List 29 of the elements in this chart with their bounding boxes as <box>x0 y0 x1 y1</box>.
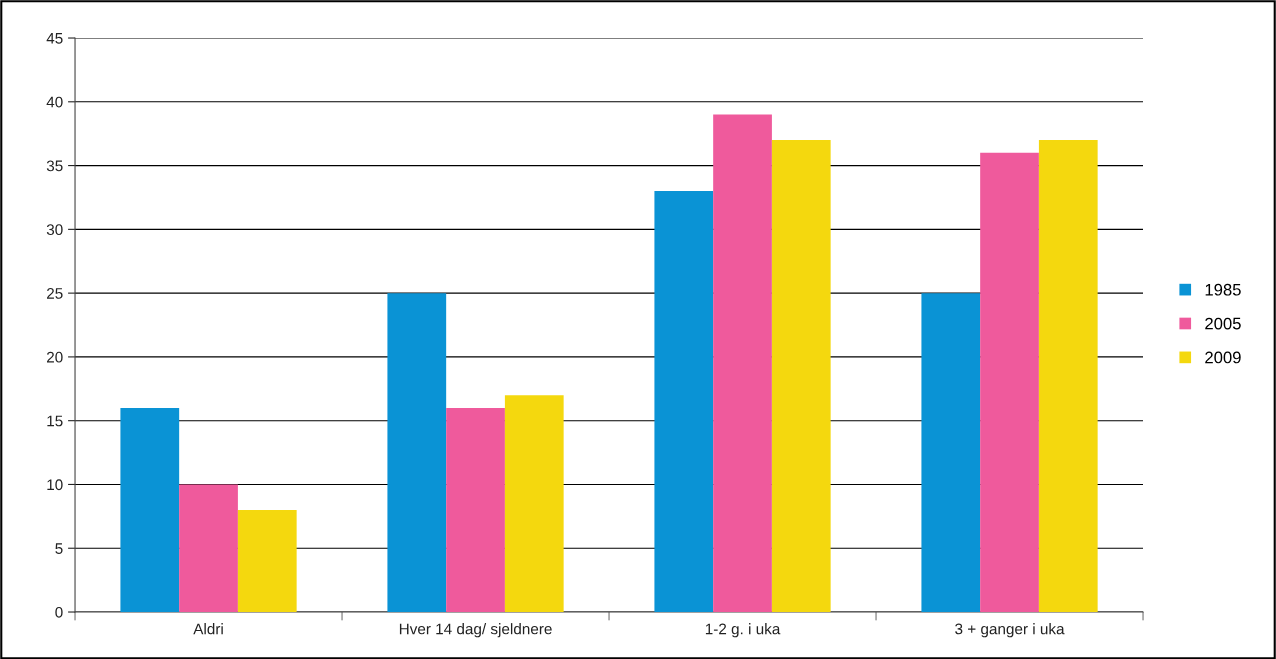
y-tick-label: 25 <box>47 288 63 299</box>
legend-label: 2009 <box>1205 351 1241 364</box>
bar <box>504 395 564 613</box>
y-tick-label: 45 <box>46 33 63 44</box>
y-tick-label: 20 <box>47 351 63 363</box>
bar <box>120 407 180 613</box>
bar <box>179 484 238 613</box>
bar <box>387 293 447 613</box>
bar <box>654 191 714 613</box>
bar <box>1038 140 1098 613</box>
y-tick-label: 35 <box>46 160 63 172</box>
legend-label: 2005 <box>1205 317 1241 330</box>
x-tick-label: Aldri <box>193 623 223 635</box>
bar <box>921 293 981 613</box>
y-tick-label: 40 <box>46 96 63 108</box>
bar <box>237 509 297 613</box>
y-tick-label: 0 <box>55 606 63 618</box>
x-tick-label: 3 + ganger i uka <box>955 623 1065 638</box>
y-tick-label: 15 <box>47 415 63 427</box>
bar <box>446 407 505 613</box>
y-tick-label: 5 <box>55 543 63 554</box>
bar <box>771 140 831 613</box>
x-tick-label: Hver 14 dag/ sjeldnere <box>399 623 552 638</box>
x-tick-label: 1-2 g. i uka <box>705 623 781 638</box>
legend-label: 1985 <box>1205 283 1241 296</box>
bar <box>980 152 1039 613</box>
y-tick-label: 10 <box>47 479 63 491</box>
bar <box>713 114 772 613</box>
y-tick-label: 30 <box>46 224 63 236</box>
